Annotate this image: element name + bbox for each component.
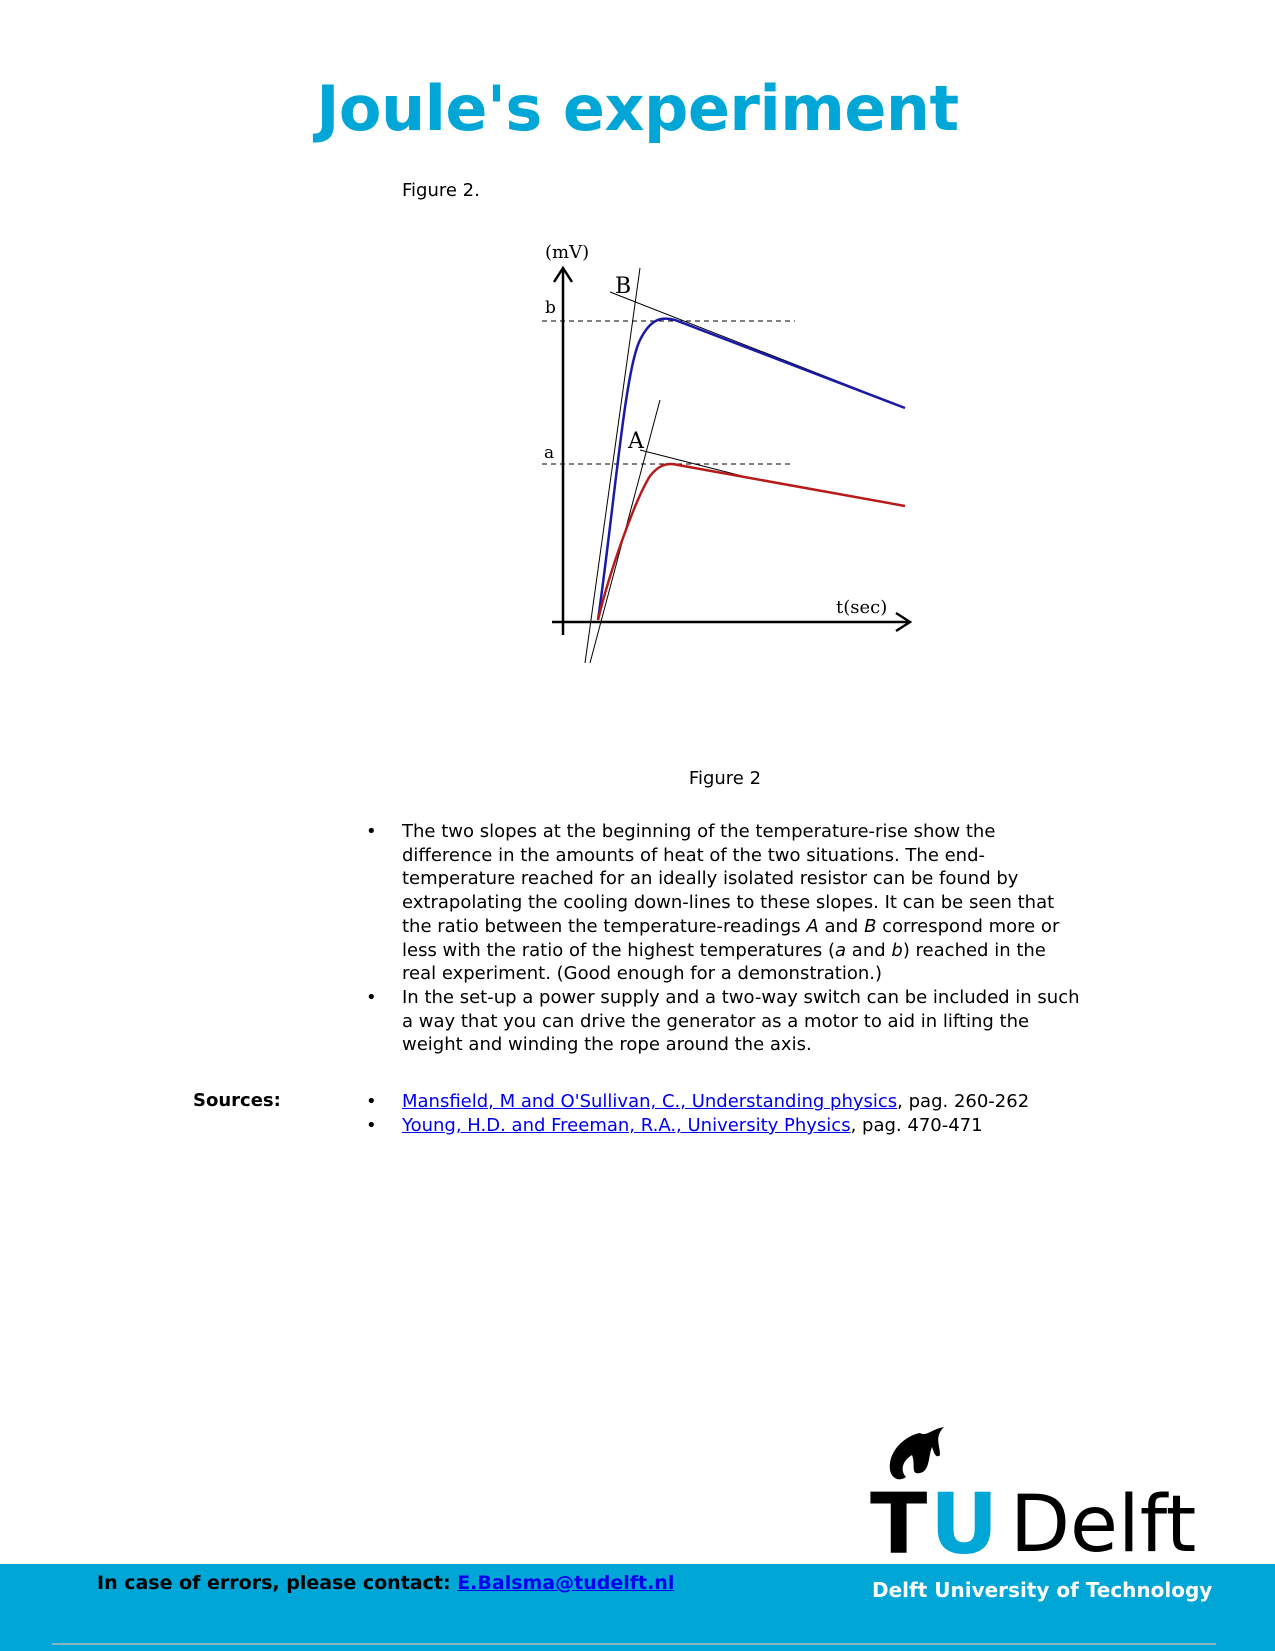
university-name: Delft University of Technology	[872, 1578, 1213, 1602]
source-item: • Mansfield, M and O'Sullivan, C., Under…	[366, 1091, 1030, 1112]
point-B-label: B	[615, 274, 631, 299]
upper-curve	[596, 317, 906, 621]
y-axis-arrow	[552, 265, 574, 283]
logo-U: U	[930, 1475, 998, 1560]
logo-delft: Delft	[1010, 1480, 1196, 1560]
contact-line: In case of errors, please contact: E.Bal…	[97, 1572, 675, 1594]
marker-a: a	[544, 443, 554, 463]
tu-delft-logo: T U Delft	[870, 1427, 1196, 1560]
bullet-icon: •	[366, 1091, 377, 1112]
page-title: Joule's experiment	[316, 72, 959, 145]
bullet-icon: •	[366, 821, 377, 842]
y-axis-label: (mV)	[545, 242, 589, 263]
flame-icon	[889, 1427, 944, 1480]
figure-caption: Figure 2	[688, 768, 762, 789]
tangent-upper-slope	[584, 267, 641, 664]
lower-curve	[596, 462, 906, 621]
source-item: • Young, H.D. and Freeman, R.A., Univers…	[366, 1115, 983, 1136]
explanation-list: • The two slopes at the beginning of the…	[362, 820, 1082, 1057]
x-axis-arrow	[895, 611, 913, 633]
temperature-figure: (mV) t(sec) b a B A	[542, 242, 913, 664]
logo-T: T	[870, 1475, 927, 1560]
source-link-mansfield[interactable]: Mansfield, M and O'Sullivan, C., Underst…	[402, 1091, 898, 1112]
bullet-icon: •	[366, 986, 377, 1008]
footer-bar	[0, 1564, 1275, 1651]
contact-email-link[interactable]: E.Balsma@tudelft.nl	[457, 1572, 675, 1594]
bullet-icon: •	[366, 1115, 377, 1136]
footer-divider	[52, 1643, 1216, 1645]
sources-list: • Mansfield, M and O'Sullivan, C., Under…	[362, 1090, 1082, 1138]
list-item: • The two slopes at the beginning of the…	[366, 821, 1060, 985]
figure-label: Figure 2.	[402, 180, 480, 201]
sources-label: Sources:	[193, 1090, 281, 1111]
marker-b: b	[545, 298, 556, 318]
list-item: • In the set-up a power supply and a two…	[366, 986, 1080, 1056]
source-link-young[interactable]: Young, H.D. and Freeman, R.A., Universit…	[402, 1115, 851, 1136]
x-axis-label: t(sec)	[836, 597, 887, 618]
point-A-label: A	[627, 429, 645, 454]
tangent-lower-cooling	[639, 449, 751, 479]
